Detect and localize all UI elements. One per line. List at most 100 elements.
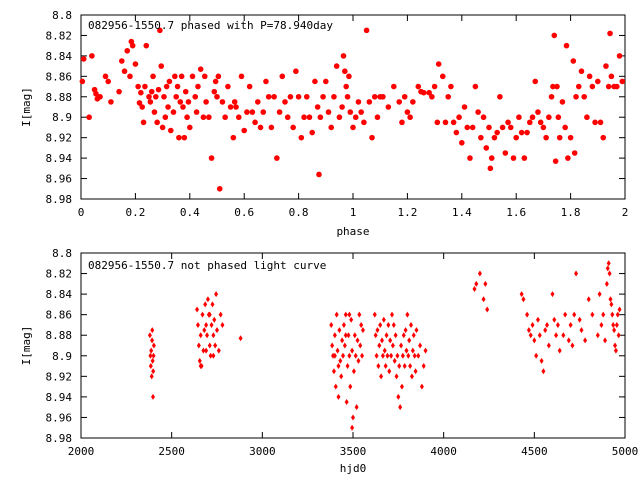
data-points	[79, 27, 626, 192]
data-point	[600, 134, 607, 141]
x-tick-label: 3500	[340, 445, 367, 458]
data-point	[472, 285, 477, 292]
chart-title: 082956-1550.7 not phased light curve	[88, 259, 326, 272]
data-point	[166, 78, 173, 85]
data-point	[157, 27, 163, 34]
data-point	[373, 332, 378, 339]
data-point	[201, 73, 208, 80]
data-point	[320, 93, 326, 100]
data-point	[195, 321, 200, 328]
data-point	[301, 114, 307, 121]
data-point	[93, 90, 99, 97]
data-point	[453, 129, 460, 136]
data-point	[393, 332, 398, 339]
data-point	[210, 301, 215, 308]
data-point	[380, 352, 385, 359]
data-point	[155, 86, 162, 93]
data-point	[384, 332, 389, 339]
data-point	[162, 114, 169, 121]
data-point	[329, 321, 334, 328]
x-tick-label: 1.2	[397, 206, 417, 219]
data-point	[238, 73, 245, 80]
data-point	[469, 124, 476, 131]
data-point	[521, 155, 528, 161]
data-point	[336, 363, 341, 370]
data-point	[79, 78, 86, 85]
data-point	[605, 265, 610, 272]
data-point	[303, 93, 310, 100]
data-point	[554, 332, 559, 339]
data-point	[379, 373, 384, 380]
data-point	[416, 352, 421, 359]
data-point	[140, 119, 147, 126]
data-point	[545, 321, 550, 328]
data-point	[340, 337, 345, 344]
data-point	[282, 99, 288, 105]
data-point	[488, 155, 495, 161]
data-point	[574, 270, 579, 277]
data-point	[339, 104, 345, 110]
data-point	[309, 129, 316, 136]
data-point	[147, 332, 152, 339]
data-point	[595, 332, 600, 339]
data-point	[526, 327, 531, 334]
data-point	[537, 119, 544, 126]
data-point	[445, 93, 452, 100]
data-point	[151, 342, 156, 349]
y-tick-label: 8.8	[52, 9, 72, 22]
data-point	[312, 78, 318, 85]
data-point	[348, 383, 353, 390]
chart-title: 082956-1550.7 phased with P=78.940day	[88, 19, 333, 32]
data-point	[570, 58, 577, 64]
data-point	[127, 73, 133, 80]
data-point	[343, 332, 348, 339]
data-point	[369, 134, 375, 141]
x-tick-label: 2500	[158, 445, 185, 458]
data-point	[414, 327, 419, 334]
data-point	[561, 332, 566, 339]
data-point	[419, 383, 424, 390]
data-point	[578, 68, 585, 75]
data-point	[287, 93, 294, 100]
data-point	[557, 347, 562, 354]
data-point	[159, 124, 166, 131]
data-point	[260, 109, 267, 115]
data-point	[352, 332, 357, 339]
data-point	[394, 373, 399, 380]
data-point	[149, 347, 154, 354]
data-point	[341, 321, 346, 328]
data-point	[539, 357, 544, 364]
data-point	[347, 352, 352, 359]
data-point	[516, 114, 522, 121]
data-point	[200, 114, 207, 121]
data-point	[150, 357, 155, 364]
data-point	[230, 134, 237, 141]
data-point	[317, 114, 324, 121]
data-point	[571, 150, 578, 156]
data-point	[550, 291, 555, 298]
data-point	[151, 368, 156, 375]
data-point	[135, 83, 141, 90]
data-point	[231, 99, 238, 105]
data-point	[339, 373, 344, 380]
data-point	[376, 363, 381, 370]
data-point	[189, 73, 196, 80]
data-point	[336, 114, 343, 121]
data-point	[161, 93, 167, 100]
y-tick-label: 8.88	[46, 329, 73, 342]
y-axis-label: I[mag]	[20, 87, 33, 127]
data-point	[407, 337, 412, 344]
data-point	[211, 332, 216, 339]
data-point	[412, 352, 417, 359]
y-tick-label: 8.94	[46, 152, 73, 165]
data-point	[204, 321, 209, 328]
data-point	[614, 321, 619, 328]
data-point	[613, 347, 618, 354]
data-point	[150, 337, 155, 344]
data-point	[597, 291, 602, 298]
data-point	[592, 119, 598, 126]
data-point	[554, 83, 560, 90]
data-point	[332, 352, 337, 359]
data-point	[461, 104, 468, 110]
data-point	[611, 321, 616, 328]
